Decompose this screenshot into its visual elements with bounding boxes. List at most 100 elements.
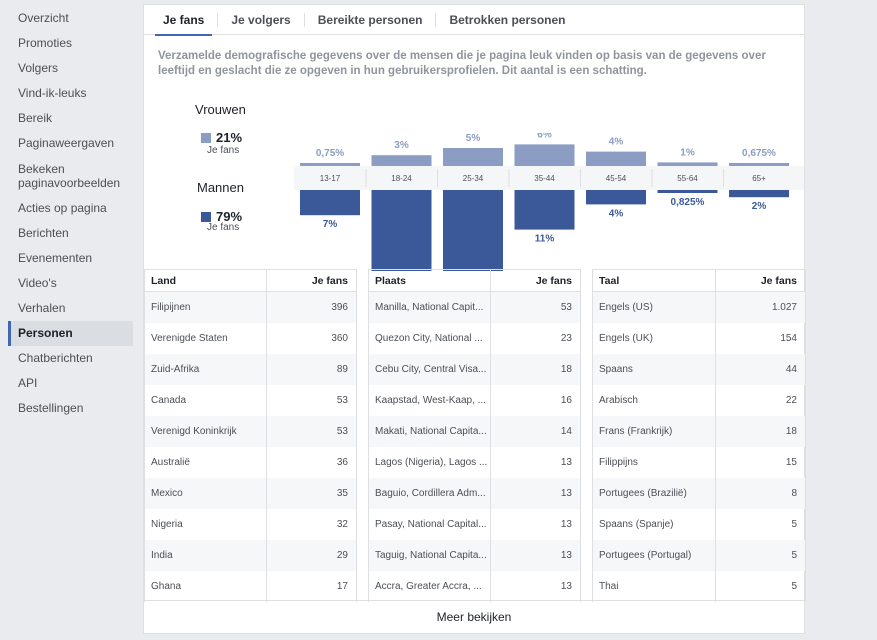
meer-bekijken-button[interactable]: Meer bekijken <box>144 600 804 633</box>
table-row: Filippijns 15 <box>593 447 805 478</box>
tab-divider <box>435 12 437 27</box>
sidebar-item-evenementen[interactable]: Evenementen <box>18 251 93 265</box>
table-row: Baguio, Cordillera Adm... 13 <box>369 478 580 509</box>
column-header-plaats[interactable]: Plaats <box>369 270 491 291</box>
men-bar <box>443 190 503 271</box>
row-count: 32 <box>336 519 348 530</box>
women-bar-label: 6% <box>537 133 552 140</box>
tab-je-volgers[interactable]: Je volgers <box>231 12 291 27</box>
table-row: Cebu City, Central Visa... 18 <box>369 354 580 385</box>
row-count: 13 <box>560 488 572 499</box>
table-row: Ghana 17 <box>145 571 356 602</box>
row-label: Canada <box>145 385 267 416</box>
table-row: Mexico 35 <box>145 478 356 509</box>
row-count: 13 <box>560 457 572 468</box>
table-row: Verenigd Koninkrijk 53 <box>145 416 356 447</box>
age-gender-chart: 0,75%7%13-173%30%18-245%25%25-346%11%35-… <box>294 133 804 271</box>
age-tick-label: 25-34 <box>463 174 484 183</box>
sidebar-item-api[interactable]: API <box>18 376 38 390</box>
sidebar-item-bereik[interactable]: Bereik <box>18 111 53 125</box>
row-label: Spaans <box>593 354 716 385</box>
row-count: 13 <box>560 581 572 592</box>
table-row: Portugees (Brazilië) 8 <box>593 478 805 509</box>
women-bar <box>729 163 789 166</box>
table-row: Manilla, National Capit... 53 <box>369 292 580 323</box>
table-body: Engels (US) 1.027 Engels (UK) 154 Spaans 44 Ar… <box>593 292 805 602</box>
sidebar-item-chatberichten[interactable]: Chatberichten <box>18 351 93 365</box>
tab-bereikte-personen[interactable]: Bereikte personen <box>317 12 423 27</box>
men-bar-label: 0,825% <box>671 197 705 208</box>
table-header-taal: Taal Je fans <box>593 269 805 292</box>
table-row: Spaans 44 <box>593 354 805 385</box>
men-bar-label: 2% <box>752 201 767 212</box>
column-header-je-fans[interactable]: Je fans <box>760 274 797 287</box>
row-label: Australië <box>145 447 267 478</box>
row-count: 23 <box>560 333 572 344</box>
column-header-je-fans[interactable]: Je fans <box>311 274 348 287</box>
table-row: Lagos (Nigeria), Lagos ... 13 <box>369 447 580 478</box>
sidebar-item-vind-ik-leuks[interactable]: Vind-ik-leuks <box>18 86 87 100</box>
row-label: Mexico <box>145 478 267 509</box>
sidebar-item-paginaweergaven[interactable]: Paginaweergaven <box>18 136 115 150</box>
row-label: India <box>145 540 267 571</box>
row-count: 53 <box>336 426 348 437</box>
table-row: Engels (US) 1.027 <box>593 292 805 323</box>
tab-betrokken-personen[interactable]: Betrokken personen <box>449 12 566 27</box>
row-count: 5 <box>791 519 797 530</box>
sidebar-item-videos[interactable]: Video's <box>18 276 57 290</box>
column-header-taal[interactable]: Taal <box>593 270 716 291</box>
women-legend: 21% <box>201 130 242 145</box>
row-label: Zuid-Afrika <box>145 354 267 385</box>
sidebar-item-bekeken-paginavoorbeelden[interactable]: Bekeken paginavoorbeelden <box>18 162 121 190</box>
row-label: Thai <box>593 571 716 602</box>
sidebar-item-volgers[interactable]: Volgers <box>18 61 59 75</box>
row-label: Taguig, National Capita... <box>369 540 491 571</box>
men-bar <box>586 190 646 205</box>
row-label: Makati, National Capita... <box>369 416 491 447</box>
row-label: Verenigde Staten <box>145 323 267 354</box>
sidebar-item-promoties[interactable]: Promoties <box>18 36 73 50</box>
table-row: Filipijnen 396 <box>145 292 356 323</box>
tab-je-fans[interactable]: Je fans <box>150 5 217 36</box>
sidebar-item-berichten[interactable]: Berichten <box>18 226 69 240</box>
men-bar-label: 11% <box>535 234 555 245</box>
table-row: Zuid-Afrika 89 <box>145 354 356 385</box>
row-count: 36 <box>336 457 348 468</box>
women-label: Vrouwen <box>195 102 246 117</box>
table-row: Engels (UK) 154 <box>593 323 805 354</box>
row-label: Engels (US) <box>593 292 716 323</box>
sidebar-item-overzicht[interactable]: Overzicht <box>18 11 69 25</box>
row-label: Manilla, National Capit... <box>369 292 491 323</box>
row-count: 8 <box>791 488 797 499</box>
table-row: Canada 53 <box>145 385 356 416</box>
sidebar-item-personen[interactable]: Personen <box>8 321 133 346</box>
table-row: Portugees (Portugal) 5 <box>593 540 805 571</box>
row-label: Ghana <box>145 571 267 602</box>
women-bar <box>586 151 646 166</box>
men-bar <box>300 190 360 216</box>
row-count: 16 <box>560 395 572 406</box>
column-header-je-fans[interactable]: Je fans <box>535 274 572 287</box>
sidebar-item-verhalen[interactable]: Verhalen <box>18 301 66 315</box>
sidebar-item-acties-op-pagina[interactable]: Acties op pagina <box>18 201 107 215</box>
column-header-land[interactable]: Land <box>145 270 267 291</box>
row-count: 18 <box>560 364 572 375</box>
table-taal: Taal Je fans Engels (US) 1.027 Engels (UK) 15… <box>592 269 806 602</box>
sidebar-item-bestellingen[interactable]: Bestellingen <box>18 401 84 415</box>
men-bar <box>371 190 432 271</box>
men-bar-label: 7% <box>323 219 338 230</box>
men-label: Mannen <box>197 180 244 195</box>
table-row: Quezon City, National ... 23 <box>369 323 580 354</box>
women-bar-label: 4% <box>609 137 624 148</box>
row-label: Spaans (Spanje) <box>593 509 716 540</box>
row-count: 396 <box>331 302 348 313</box>
women-bar-label: 0,75% <box>316 148 344 159</box>
row-label: Cebu City, Central Visa... <box>369 354 491 385</box>
table-row: Spaans (Spanje) 5 <box>593 509 805 540</box>
age-tick-label: 45-54 <box>606 174 627 183</box>
women-bar-label: 3% <box>394 140 409 151</box>
sidebar-nav: Overzicht Promoties Volgers Vind-ik-leuk… <box>8 6 133 421</box>
women-bar <box>657 162 718 166</box>
men-bar <box>514 190 575 230</box>
row-label: Pasay, National Capital... <box>369 509 491 540</box>
